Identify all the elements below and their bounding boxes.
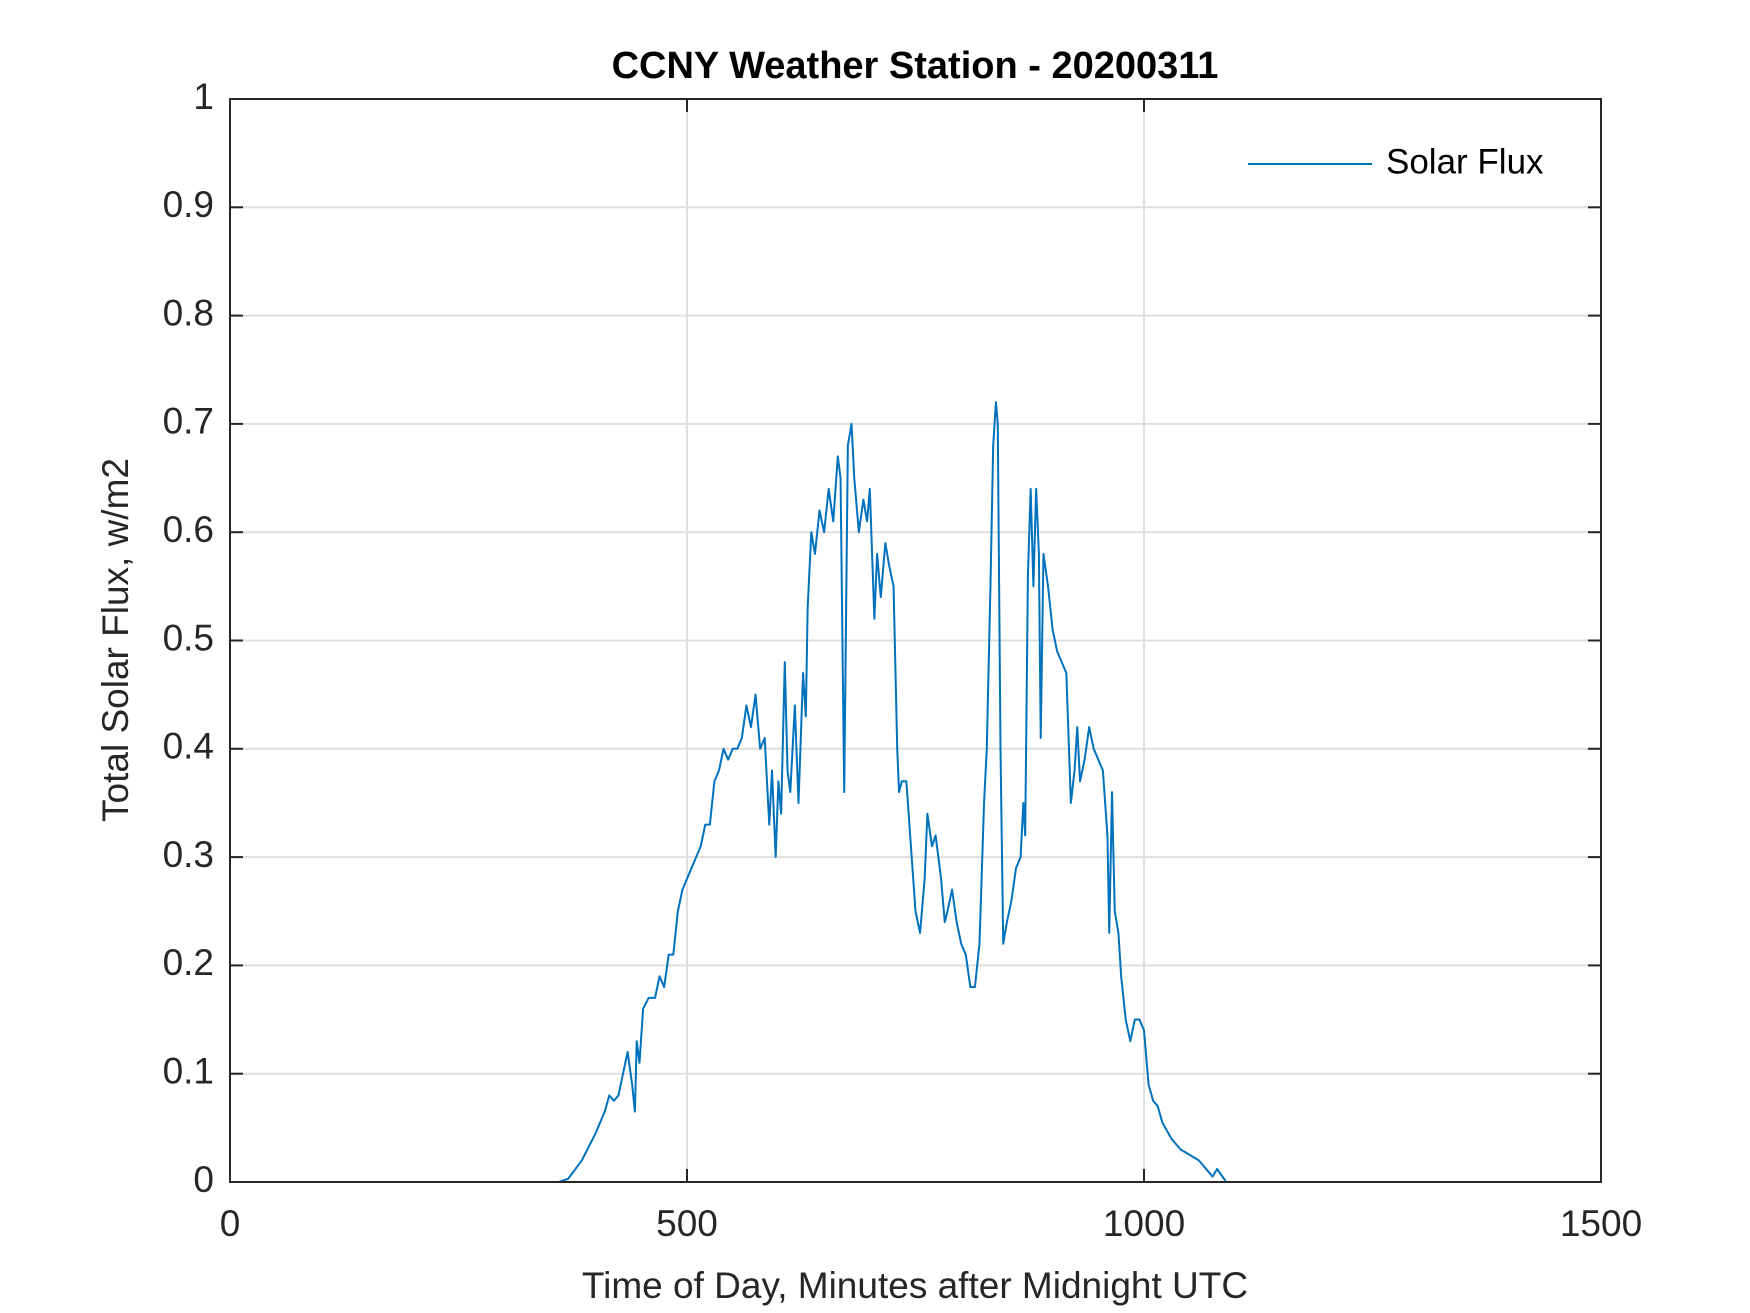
legend-label: Solar Flux: [1386, 142, 1544, 181]
y-tick-label: 0.5: [163, 617, 214, 658]
y-tick-label: 0: [193, 1159, 214, 1200]
y-tick-label: 1: [193, 76, 214, 117]
y-axis-label: Total Solar Flux, w/m2: [95, 458, 136, 822]
y-tick-label: 0.6: [163, 509, 214, 550]
y-tick-label: 0.9: [163, 184, 214, 225]
y-tick-label: 0.1: [163, 1050, 214, 1091]
plot-frame: [229, 98, 1602, 1183]
x-tick-label: 1500: [1560, 1203, 1642, 1244]
x-tick-label: 0: [220, 1203, 241, 1244]
y-tick-label: 0.3: [163, 834, 214, 875]
y-tick-label: 0.4: [163, 726, 214, 767]
y-tick-label: 0.7: [163, 401, 214, 442]
y-tick-label: 0.2: [163, 942, 214, 983]
x-tick-label: 500: [656, 1203, 718, 1244]
x-tick-label: 1000: [1103, 1203, 1185, 1244]
chart-title: CCNY Weather Station - 20200311: [612, 45, 1219, 87]
data-line: [230, 401, 1547, 1183]
x-axis-label: Time of Day, Minutes after Midnight UTC: [582, 1265, 1248, 1306]
y-tick-label: 0.8: [163, 292, 214, 333]
